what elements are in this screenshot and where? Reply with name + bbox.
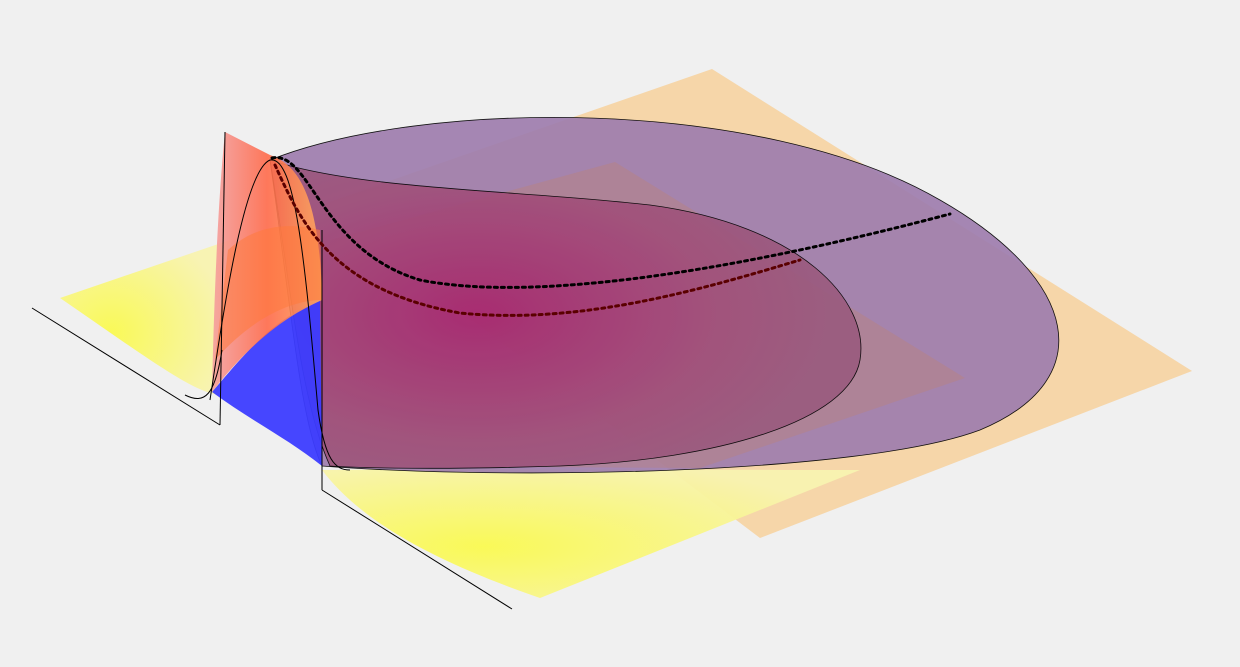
peak-profile-back — [184, 349, 223, 399]
edge-left-vertical — [219, 131, 226, 426]
axis-line-bottom — [321, 489, 513, 610]
yellow-sheet-left — [60, 240, 230, 395]
dotted-path-outer — [270, 156, 952, 289]
blue-wedge — [212, 300, 322, 466]
yellow-sheet-lower — [322, 469, 860, 598]
peak-orange-band — [215, 226, 322, 360]
dotted-path-inner — [273, 163, 802, 317]
peak-profile-front — [209, 159, 351, 471]
axis-line-left — [31, 307, 221, 426]
